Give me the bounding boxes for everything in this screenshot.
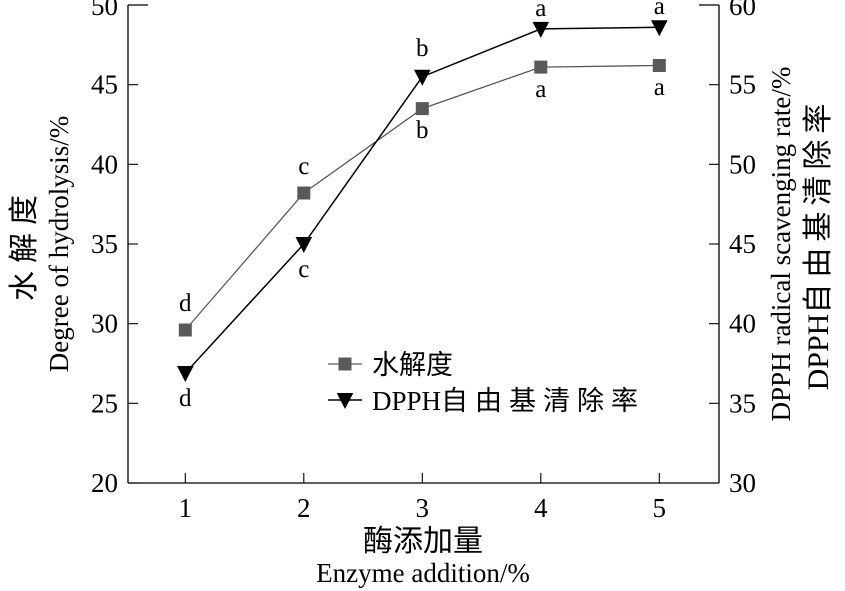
svg-text:4: 4 (534, 493, 548, 523)
svg-text:a: a (535, 76, 546, 103)
svg-text:d: d (179, 290, 192, 317)
svg-text:60: 60 (729, 0, 756, 21)
svg-text:30: 30 (91, 309, 118, 339)
svg-text:40: 40 (91, 149, 118, 179)
svg-text:50: 50 (91, 0, 118, 21)
svg-text:a: a (654, 0, 665, 20)
svg-text:25: 25 (91, 388, 118, 418)
svg-text:DPPH自由基清除率: DPPH自由基清除率 (372, 386, 645, 416)
svg-text:20: 20 (91, 468, 118, 498)
svg-text:a: a (535, 0, 546, 22)
svg-text:50: 50 (729, 149, 756, 179)
svg-text:45: 45 (91, 70, 118, 100)
svg-text:5: 5 (653, 493, 667, 523)
svg-text:55: 55 (729, 70, 756, 100)
svg-text:Degree of hydrolysis/%: Degree of hydrolysis/% (44, 116, 74, 372)
svg-text:d: d (179, 385, 192, 412)
svg-text:2: 2 (297, 493, 311, 523)
svg-text:3: 3 (416, 493, 430, 523)
svg-text:40: 40 (729, 309, 756, 339)
svg-text:c: c (298, 153, 309, 180)
svg-text:Enzyme addition/%: Enzyme addition/% (316, 558, 530, 588)
svg-text:1: 1 (179, 493, 193, 523)
svg-text:30: 30 (729, 468, 756, 498)
svg-text:DPPH radical scavenging rate/%: DPPH radical scavenging rate/% (766, 67, 796, 422)
svg-text:a: a (654, 74, 665, 101)
svg-text:c: c (298, 256, 309, 283)
svg-text:水解度: 水解度 (8, 187, 41, 301)
svg-text:b: b (416, 35, 429, 62)
svg-text:水解度: 水解度 (372, 350, 453, 380)
svg-text:酶添加量: 酶添加量 (363, 525, 483, 558)
svg-text:45: 45 (729, 229, 756, 259)
svg-text:35: 35 (91, 229, 118, 259)
svg-text:35: 35 (729, 388, 756, 418)
svg-text:b: b (416, 117, 429, 144)
svg-text:DPPH自由基清除率: DPPH自由基清除率 (802, 98, 835, 391)
